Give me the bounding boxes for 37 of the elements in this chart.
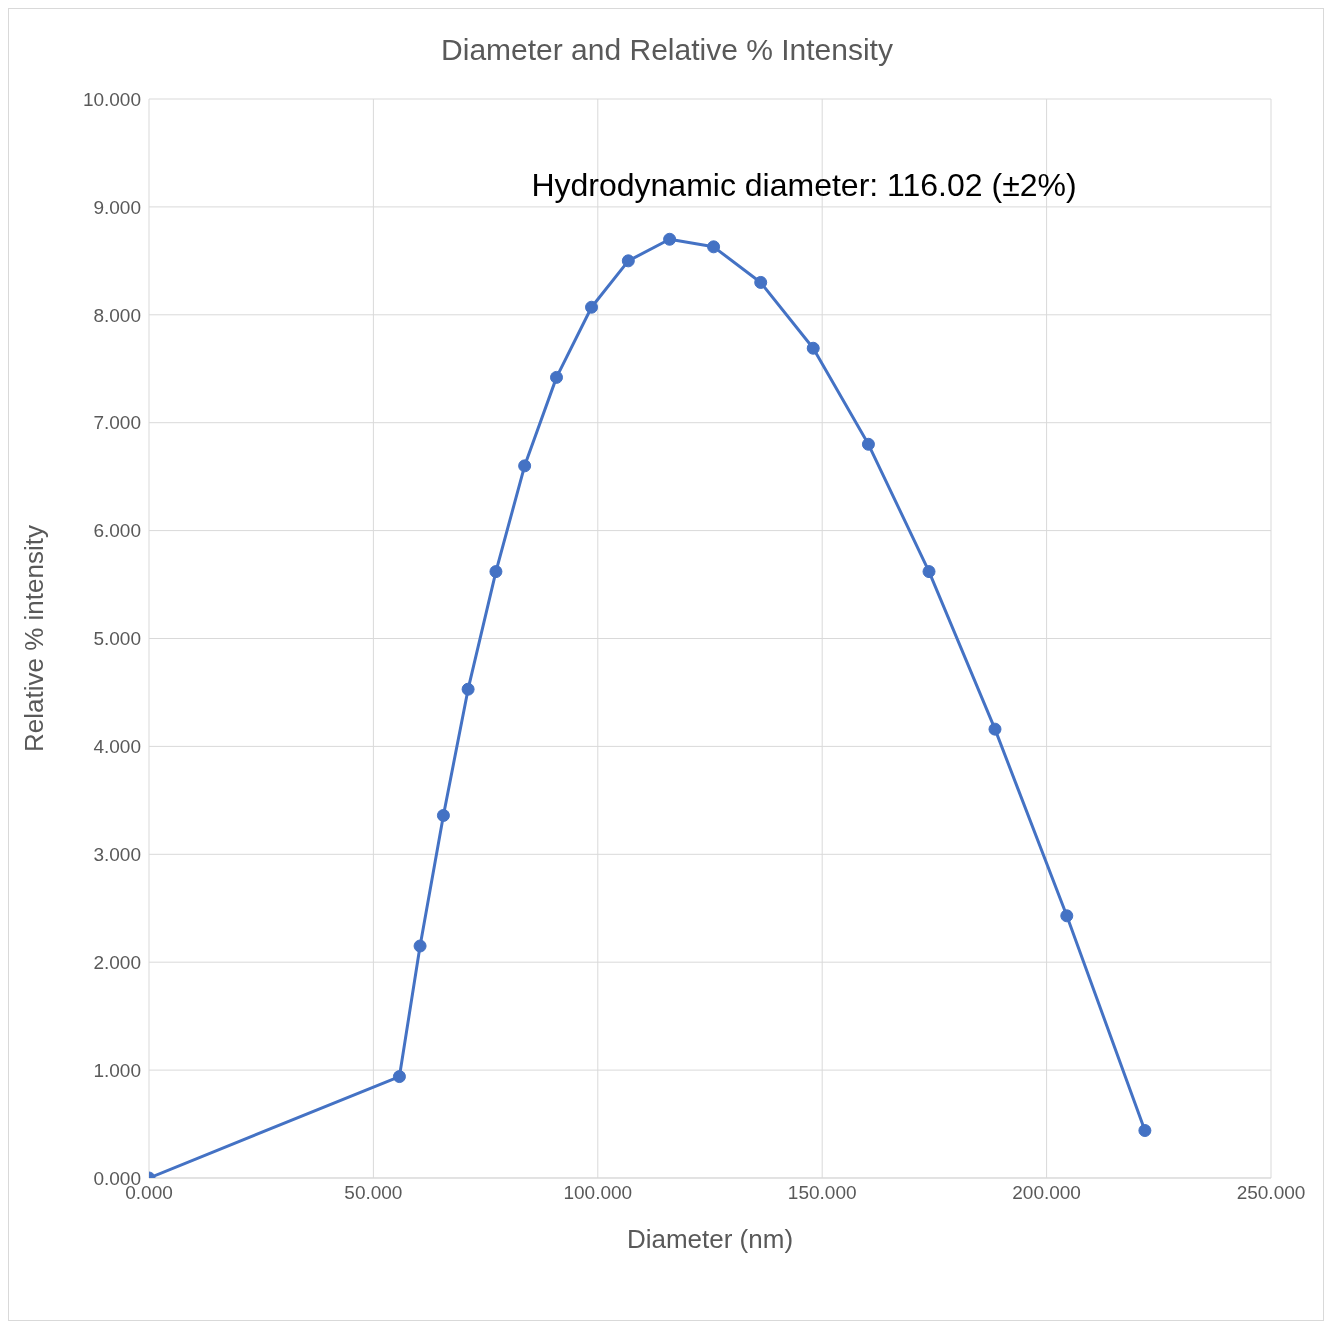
y-tick-label: 4.000: [93, 736, 141, 758]
point: [922, 565, 936, 579]
point: [518, 459, 532, 473]
x-tick-label: 100.000: [563, 1182, 633, 1204]
x-tick-label: 150.000: [787, 1182, 857, 1204]
point: [585, 300, 599, 314]
point: [550, 370, 564, 384]
y-tick-label: 6.000: [93, 520, 141, 542]
annotation: Hydrodynamic diameter: 116.02 (±2%): [530, 167, 1078, 204]
y-tick-label: 3.000: [93, 844, 141, 866]
point: [392, 1070, 406, 1084]
point: [489, 565, 503, 579]
point: [413, 939, 427, 953]
point: [663, 232, 677, 246]
y-tick-label: 8.000: [93, 304, 141, 326]
y-tick-label: 9.000: [93, 196, 141, 218]
point: [1138, 1124, 1152, 1138]
x-axis-title: Diameter (nm): [626, 1224, 794, 1254]
point: [754, 275, 768, 289]
point: [806, 341, 820, 355]
x-tick-label: 50.000: [344, 1182, 403, 1204]
point: [861, 437, 875, 451]
y-tick-label: 1.000: [93, 1059, 141, 1081]
point: [621, 254, 635, 268]
y-tick-label: 5.000: [93, 628, 141, 650]
x-tick-label: 250.000: [1236, 1182, 1306, 1204]
point: [461, 682, 475, 696]
y-axis-title: Relative % intensity: [19, 525, 50, 752]
point: [1060, 909, 1074, 923]
point: [436, 808, 450, 822]
x-tick-label: 200.000: [1012, 1182, 1081, 1204]
point: [988, 722, 1002, 736]
y-tick-label: 7.000: [93, 412, 141, 434]
chart-title: Diameter and Relative % Intensity: [440, 33, 894, 67]
y-tick-label: 2.000: [93, 951, 141, 973]
y-tick-label: 10.000: [82, 88, 141, 110]
point: [707, 240, 721, 254]
